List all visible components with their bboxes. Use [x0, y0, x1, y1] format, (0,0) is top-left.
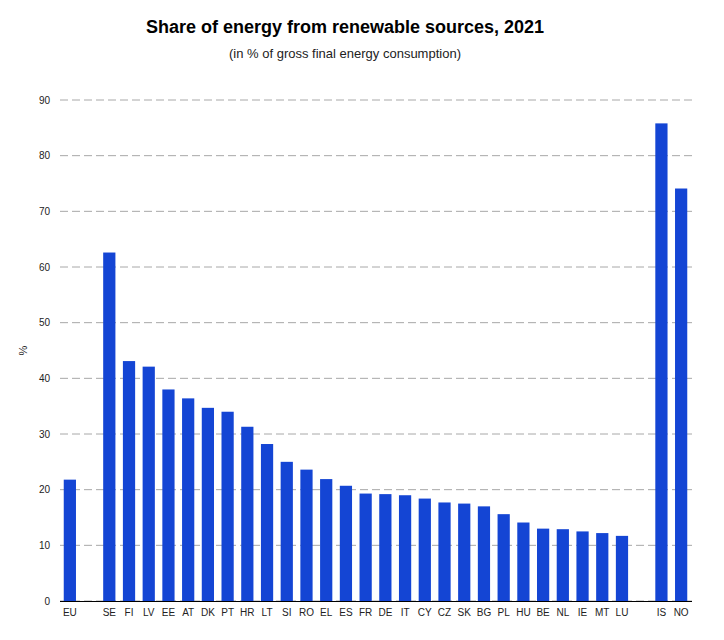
bar	[379, 494, 391, 601]
x-tick-label: EE	[162, 607, 176, 618]
y-tick-label: 0	[44, 596, 50, 607]
bar	[64, 480, 76, 601]
x-tick-label: EU	[63, 607, 77, 618]
y-tick-label: 70	[39, 206, 51, 217]
grid-line	[60, 211, 692, 212]
grid-line	[60, 267, 692, 268]
x-tick-label: IS	[657, 607, 667, 618]
x-tick-label: DE	[378, 607, 392, 618]
bars	[64, 123, 688, 601]
bar	[123, 361, 135, 601]
bar	[340, 486, 352, 601]
x-tick-label: LU	[616, 607, 629, 618]
x-tick-label: HU	[516, 607, 530, 618]
x-tick-label: CZ	[438, 607, 451, 618]
y-axis-label: %	[17, 345, 29, 355]
bar	[576, 531, 588, 601]
x-tick-label: PT	[221, 607, 234, 618]
x-tick-label: AT	[182, 607, 194, 618]
bar	[458, 504, 470, 601]
bar	[281, 462, 293, 601]
x-tick-label: SK	[458, 607, 472, 618]
bar	[221, 412, 233, 601]
grid	[60, 100, 692, 601]
bar	[537, 529, 549, 601]
x-tick-label: IE	[578, 607, 588, 618]
x-tick-label: ES	[339, 607, 353, 618]
bar	[596, 533, 608, 601]
x-tick-label: MT	[595, 607, 609, 618]
bar	[419, 499, 431, 601]
bar	[202, 408, 214, 601]
x-tick-label: FR	[359, 607, 372, 618]
y-tick-label: 40	[39, 373, 51, 384]
y-tick-label: 90	[39, 95, 51, 106]
x-tick-label: NO	[674, 607, 689, 618]
x-tick-label: SE	[103, 607, 117, 618]
bar	[320, 479, 332, 601]
y-tick-label: 20	[39, 484, 51, 495]
x-tick-label: LV	[143, 607, 155, 618]
x-tick-label: NL	[556, 607, 569, 618]
chart-svg: Share of energy from renewable sources, …	[0, 0, 724, 640]
subtitle: (in % of gross final energy consumption)	[229, 46, 461, 61]
x-tick-label: DK	[201, 607, 215, 618]
bar	[241, 427, 253, 601]
bar	[300, 470, 312, 601]
x-tick-label: BE	[536, 607, 550, 618]
x-tick-label: EL	[320, 607, 333, 618]
x-tick-label: IT	[401, 607, 410, 618]
bar	[399, 495, 411, 601]
y-tick-label: 30	[39, 429, 51, 440]
bar	[143, 367, 155, 601]
x-tick-label: RO	[299, 607, 314, 618]
grid-line	[60, 100, 692, 101]
bar	[498, 514, 510, 601]
y-tick-label: 80	[39, 150, 51, 161]
bar	[675, 189, 687, 601]
chart-container: Share of energy from renewable sources, …	[0, 0, 724, 640]
bar	[616, 536, 628, 601]
y-tick-label: 10	[39, 540, 51, 551]
bar	[478, 506, 490, 601]
bar	[103, 253, 115, 601]
x-tick-label: LT	[262, 607, 273, 618]
bar	[261, 444, 273, 601]
x-tick-label: HR	[240, 607, 254, 618]
x-tick-label: SI	[282, 607, 291, 618]
bar	[162, 389, 174, 601]
x-tick-label: BG	[477, 607, 492, 618]
bar	[517, 523, 529, 601]
x-axis-line	[60, 601, 692, 602]
title: Share of energy from renewable sources, …	[146, 17, 544, 37]
y-tick-label: 60	[39, 262, 51, 273]
y-tick-label: 50	[39, 317, 51, 328]
bar	[182, 398, 194, 601]
x-tick-label: CY	[418, 607, 432, 618]
bar	[438, 502, 450, 601]
x-tick-label: PL	[498, 607, 511, 618]
bar	[655, 123, 667, 601]
grid-line	[60, 322, 692, 323]
bar	[360, 494, 372, 601]
grid-line	[60, 155, 692, 156]
bar	[557, 529, 569, 601]
x-tick-label: FI	[125, 607, 134, 618]
